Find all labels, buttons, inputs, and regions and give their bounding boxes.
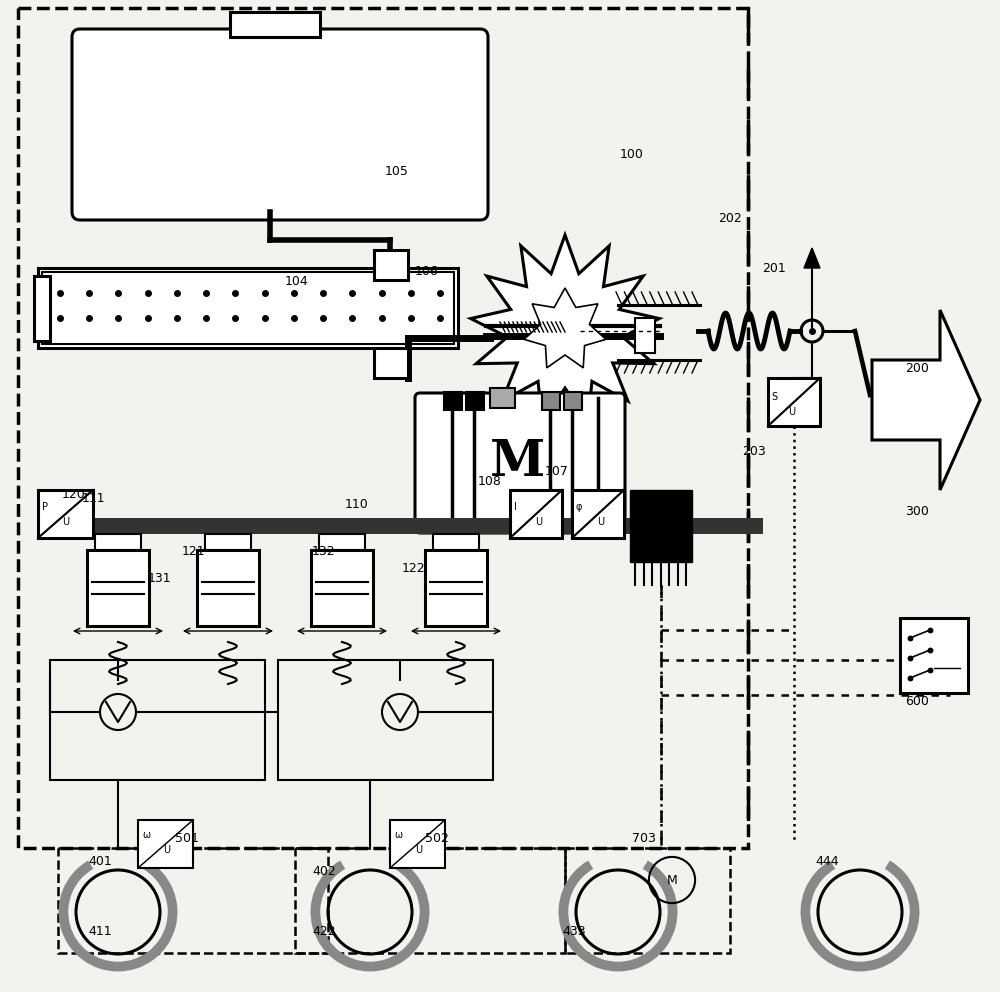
Text: 402: 402 — [312, 865, 336, 878]
FancyBboxPatch shape — [415, 393, 625, 533]
Bar — [295, 848, 565, 953]
Bar — [542, 392, 560, 410]
Text: 104: 104 — [285, 275, 309, 288]
Bar — [205, 534, 251, 550]
Text: 132: 132 — [312, 545, 336, 558]
Text: 703: 703 — [632, 832, 656, 845]
Bar — [319, 534, 365, 550]
Text: 501: 501 — [175, 832, 199, 845]
Text: 106: 106 — [415, 265, 439, 278]
Text: 202: 202 — [718, 212, 742, 225]
Text: 100: 100 — [620, 148, 644, 161]
Text: P: P — [42, 502, 48, 512]
Bar — [95, 534, 141, 550]
Text: 131: 131 — [148, 572, 172, 585]
Bar — [635, 318, 655, 353]
Bar — [490, 388, 515, 408]
FancyBboxPatch shape — [72, 29, 488, 220]
Bar — [564, 392, 582, 410]
Bar — [50, 660, 265, 780]
Bar — [425, 550, 487, 626]
Bar — [390, 820, 445, 868]
Text: 111: 111 — [82, 492, 106, 505]
Polygon shape — [471, 235, 659, 423]
Text: M: M — [490, 438, 546, 487]
Text: 411: 411 — [88, 925, 112, 938]
Bar — [34, 276, 50, 341]
Bar — [38, 518, 763, 534]
Text: 110: 110 — [345, 498, 369, 511]
Bar — [278, 660, 493, 780]
Bar — [900, 618, 968, 693]
Bar — [197, 550, 259, 626]
Text: U: U — [415, 845, 422, 855]
Bar — [38, 490, 93, 538]
Bar — [138, 820, 193, 868]
Text: 600: 600 — [905, 695, 929, 708]
Bar — [42, 272, 454, 344]
Text: U: U — [62, 517, 69, 527]
Text: 122: 122 — [402, 562, 426, 575]
Bar — [38, 268, 458, 348]
Text: 203: 203 — [742, 445, 766, 458]
Bar — [444, 392, 462, 410]
Bar — [87, 550, 149, 626]
Bar — [433, 534, 479, 550]
Bar — [374, 250, 408, 280]
Text: 121: 121 — [182, 545, 206, 558]
Polygon shape — [872, 310, 980, 490]
Text: 107: 107 — [545, 465, 569, 478]
Text: 120: 120 — [62, 488, 86, 501]
Bar — [630, 490, 692, 562]
Bar — [18, 8, 748, 848]
Text: 108: 108 — [478, 475, 502, 488]
Text: U: U — [535, 517, 542, 527]
Text: 422: 422 — [312, 925, 336, 938]
Text: 401: 401 — [88, 855, 112, 868]
Bar — [572, 490, 624, 538]
Bar — [230, 12, 320, 37]
Bar — [374, 348, 408, 378]
Text: 105: 105 — [385, 165, 409, 178]
Text: U: U — [597, 517, 604, 527]
Bar — [510, 490, 562, 538]
Bar — [58, 848, 328, 953]
Text: φ: φ — [576, 502, 582, 512]
Text: I: I — [514, 502, 517, 512]
Polygon shape — [804, 248, 820, 268]
Text: 300: 300 — [905, 505, 929, 518]
Text: M: M — [667, 874, 677, 887]
Text: 502: 502 — [425, 832, 449, 845]
Text: S: S — [771, 392, 777, 402]
Text: 433: 433 — [562, 925, 586, 938]
Bar — [565, 848, 730, 953]
Text: ω: ω — [142, 830, 150, 840]
Bar — [466, 392, 484, 410]
Bar — [311, 550, 373, 626]
Text: 201: 201 — [762, 262, 786, 275]
Text: U: U — [788, 407, 795, 417]
Text: ω: ω — [394, 830, 402, 840]
Bar — [768, 378, 820, 426]
Text: U: U — [163, 845, 170, 855]
Text: 200: 200 — [905, 362, 929, 375]
Polygon shape — [524, 288, 606, 368]
Text: 444: 444 — [815, 855, 839, 868]
